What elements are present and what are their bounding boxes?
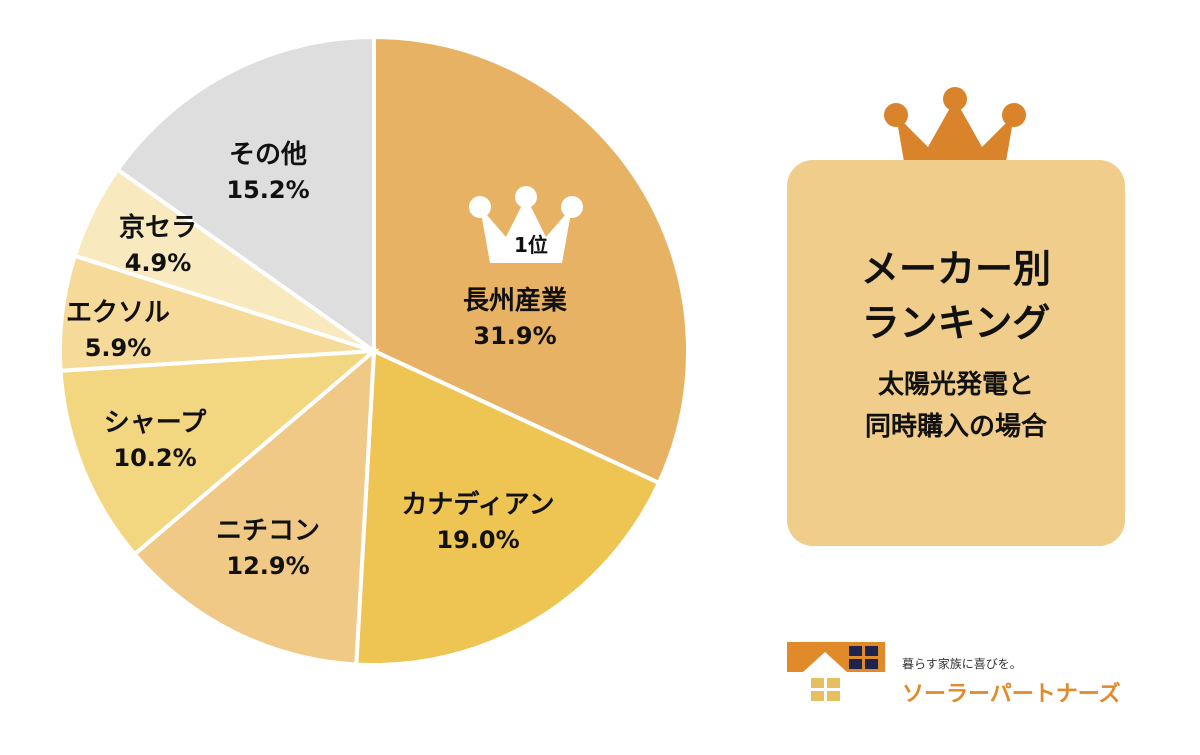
pie-slice (114, 34, 376, 355)
slice-value: 12.9% (226, 552, 310, 580)
slice-label: その他 15.2% (226, 137, 309, 207)
slice-value: 10.2% (113, 444, 197, 472)
title-panel: メーカー別 ランキング 太陽光発電と 同時購入の場合 (787, 160, 1125, 546)
slice-label: エクソル 5.9% (66, 295, 170, 365)
slice-name: シャープ (103, 408, 207, 438)
slice-name: カナディアン (401, 490, 555, 520)
panel-subtitle-line1: 太陽光発電と (877, 370, 1034, 400)
slice-label: 長州産業 31.9% (463, 283, 567, 353)
slice-value: 19.0% (436, 526, 520, 554)
slice-name: 京セラ (118, 213, 198, 243)
slice-name: その他 (228, 140, 308, 170)
panel-subtitle-line2: 同時購入の場合 (864, 412, 1047, 442)
rank-badge: 1位 (514, 233, 548, 257)
house-logo-icon (785, 640, 890, 709)
pie-slice (354, 347, 662, 667)
slice-label: 京セラ 4.9% (119, 210, 197, 280)
slice-value: 5.9% (84, 334, 152, 362)
pie-slice (58, 348, 380, 557)
rank-crown-icon: 1位 (466, 185, 586, 269)
slice-label: シャープ 10.2% (104, 405, 206, 475)
slice-name: エクソル (65, 298, 171, 328)
logo-brand: ソーラーパートナーズ (902, 682, 1121, 707)
slice-name: 長州産業 (462, 286, 568, 316)
panel-title-line1: メーカー別 (860, 247, 1051, 291)
slice-name: ニチコン (215, 516, 321, 546)
slice-value: 31.9% (473, 322, 557, 350)
panel-title-line2: ランキング (861, 301, 1051, 345)
slice-value: 4.9% (124, 249, 192, 277)
slice-label: カナディアン 19.0% (401, 487, 554, 557)
logo-tagline: 暮らす家族に喜びを。 (902, 657, 1022, 671)
slice-value: 15.2% (226, 176, 310, 204)
slice-label: ニチコン 12.9% (216, 513, 320, 583)
pie-slice (131, 346, 377, 667)
